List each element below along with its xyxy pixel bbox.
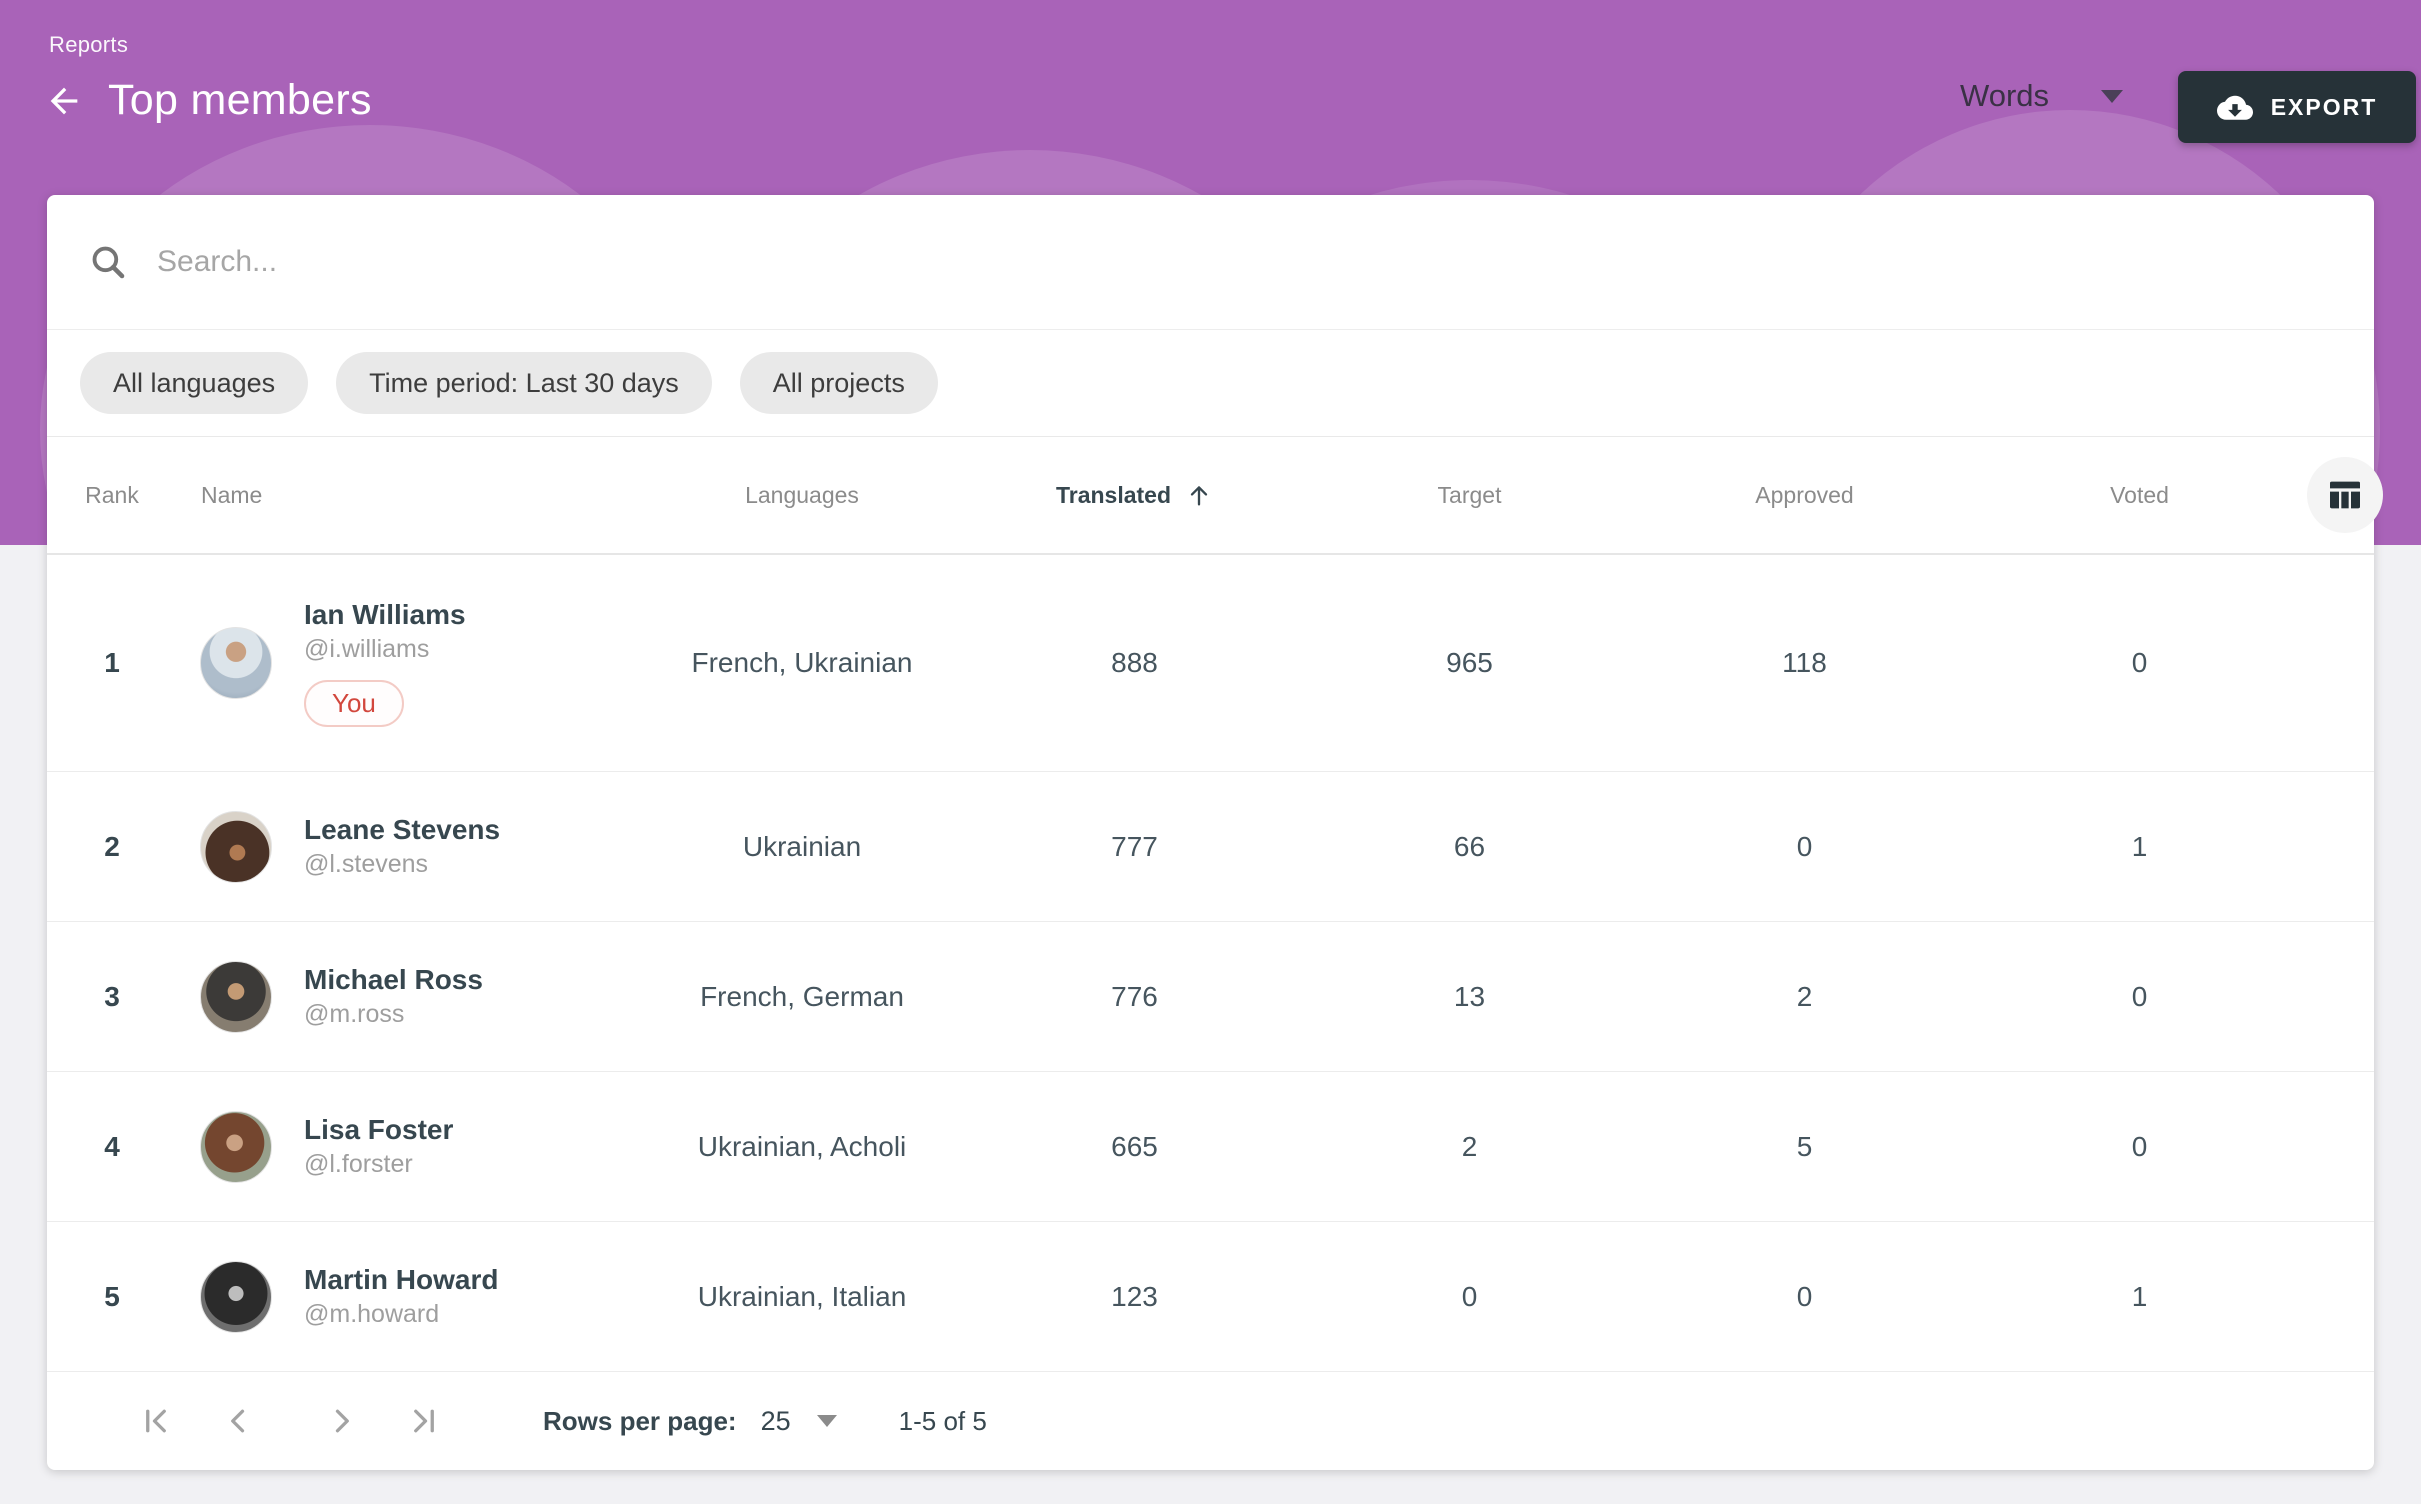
rank-value: 5 xyxy=(104,1280,120,1312)
rows-per-page-select[interactable]: 25 xyxy=(761,1406,837,1437)
member-username: @l.forster xyxy=(304,1150,413,1178)
first-page-button[interactable] xyxy=(129,1394,183,1448)
columns-icon xyxy=(2330,481,2360,509)
rank-value: 4 xyxy=(104,1130,120,1162)
back-arrow-icon xyxy=(50,87,78,114)
rank-value: 1 xyxy=(104,647,120,678)
you-badge: You xyxy=(304,680,404,727)
pagination-range: 1-5 of 5 xyxy=(898,1405,987,1436)
pagination-bar: Rows per page: 25 1-5 of 5 xyxy=(47,1372,2374,1470)
column-header-target[interactable]: Target xyxy=(1437,481,1502,508)
filter-bar: All languages Time period: Last 30 days … xyxy=(47,330,2374,437)
member-username: @l.stevens xyxy=(304,850,429,878)
languages-value: Ukrainian, Acholi xyxy=(697,1130,907,1162)
column-header-rank[interactable]: Rank xyxy=(85,481,139,508)
voted-value: 0 xyxy=(2131,1130,2148,1162)
chevron-right-icon xyxy=(335,1409,349,1433)
search-icon xyxy=(92,246,125,279)
avatar xyxy=(200,960,272,1033)
table-row[interactable]: 3 Michael Ross @m.ross French, German 77… xyxy=(47,922,2374,1072)
languages-value: French, German xyxy=(700,980,904,1012)
cloud-download-icon xyxy=(2216,95,2253,120)
member-name: Ian Williams xyxy=(304,599,466,630)
export-button-label: EXPORT xyxy=(2270,93,2378,120)
avatar xyxy=(200,627,272,699)
column-header-approved[interactable]: Approved xyxy=(1755,481,1854,508)
last-page-button[interactable] xyxy=(397,1394,451,1448)
table-header: Rank Name Languages Translated Target Ap… xyxy=(47,437,2383,555)
translated-value: 776 xyxy=(1111,980,1158,1012)
chevron-down-icon xyxy=(816,1415,837,1427)
member-name: Michael Ross xyxy=(304,964,483,995)
previous-page-button[interactable] xyxy=(211,1394,265,1448)
filter-time-period[interactable]: Time period: Last 30 days xyxy=(336,352,712,414)
voted-value: 0 xyxy=(2131,647,2148,678)
page-title: Top members xyxy=(108,76,372,124)
target-value: 2 xyxy=(1461,1130,1478,1162)
filter-all-projects[interactable]: All projects xyxy=(739,352,938,414)
rows-per-page-label: Rows per page: xyxy=(543,1405,737,1436)
report-card: All languages Time period: Last 30 days … xyxy=(47,195,2383,1470)
column-header-translated-label: Translated xyxy=(1055,481,1172,508)
unit-selector-value: Words xyxy=(1960,78,2050,113)
table-row[interactable]: 5 Martin Howard @m.howard Ukrainian, Ita… xyxy=(47,1222,2374,1372)
rank-value: 3 xyxy=(104,980,120,1012)
sort-ascending-icon xyxy=(1190,486,1208,506)
column-settings-button[interactable] xyxy=(2307,457,2383,533)
last-page-icon xyxy=(414,1409,434,1433)
approved-value: 2 xyxy=(1796,980,1813,1012)
column-header-translated[interactable]: Translated xyxy=(967,481,1302,509)
member-username: @i.williams xyxy=(304,635,430,663)
chevron-down-icon xyxy=(2101,89,2124,103)
member-name: Leane Stevens xyxy=(304,814,501,845)
target-value: 0 xyxy=(1461,1280,1478,1312)
target-value: 965 xyxy=(1446,647,1493,678)
first-page-icon xyxy=(146,1409,166,1433)
breadcrumb: Reports xyxy=(49,32,129,57)
member-name: Lisa Foster xyxy=(304,1114,454,1145)
avatar xyxy=(200,1260,272,1333)
rank-value: 2 xyxy=(104,830,120,862)
table-row[interactable]: 4 Lisa Foster @l.forster Ukrainian, Acho… xyxy=(47,1072,2374,1222)
voted-value: 1 xyxy=(2131,830,2148,862)
approved-value: 0 xyxy=(1796,830,1813,862)
approved-value: 118 xyxy=(1782,647,1827,678)
avatar xyxy=(200,810,272,883)
search-input[interactable] xyxy=(157,245,2334,279)
table-row[interactable]: 1 Ian Williams @i.williams You French, U… xyxy=(47,555,2374,772)
avatar xyxy=(200,1110,272,1183)
translated-value: 777 xyxy=(1111,830,1158,862)
approved-value: 5 xyxy=(1796,1130,1813,1162)
languages-value: Ukrainian, Italian xyxy=(697,1280,907,1312)
voted-value: 0 xyxy=(2131,980,2148,1012)
column-header-languages[interactable]: Languages xyxy=(745,481,859,508)
translated-value: 665 xyxy=(1111,1130,1158,1162)
languages-value: French, Ukrainian xyxy=(691,647,913,678)
rows-per-page-value: 25 xyxy=(760,1405,791,1436)
languages-value: Ukrainian xyxy=(742,830,862,862)
export-button[interactable]: EXPORT xyxy=(2178,71,2416,143)
chevron-left-icon xyxy=(231,1409,245,1433)
target-value: 13 xyxy=(1453,980,1486,1012)
translated-value: 123 xyxy=(1111,1280,1158,1312)
column-header-name[interactable]: Name xyxy=(201,481,263,508)
member-username: @m.howard xyxy=(304,1300,440,1328)
back-button[interactable] xyxy=(42,79,86,123)
column-header-voted[interactable]: Voted xyxy=(2110,481,2169,508)
unit-selector[interactable]: Words xyxy=(1960,78,2124,114)
target-value: 66 xyxy=(1453,830,1486,862)
translated-value: 888 xyxy=(1111,647,1158,678)
filter-all-languages[interactable]: All languages xyxy=(80,352,309,414)
member-name: Martin Howard xyxy=(304,1264,499,1295)
table-row[interactable]: 2 Leane Stevens @l.stevens Ukrainian 777… xyxy=(47,772,2374,922)
member-username: @m.ross xyxy=(304,1000,405,1028)
voted-value: 1 xyxy=(2131,1280,2148,1312)
approved-value: 0 xyxy=(1796,1280,1813,1312)
search-bar xyxy=(47,195,2374,330)
next-page-button[interactable] xyxy=(315,1394,369,1448)
